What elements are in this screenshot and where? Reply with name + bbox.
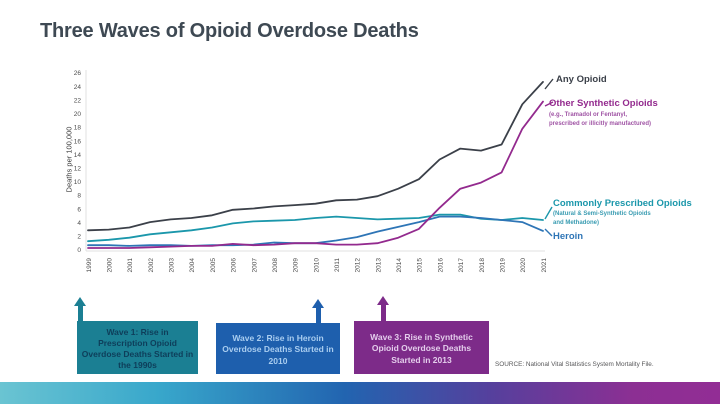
- legend-commonly-prescribed-opioids-subtitle: (Natural & Semi-Synthetic Opioids and Me…: [553, 210, 651, 227]
- svg-text:2012: 2012: [355, 258, 362, 273]
- subtitle-line: (e.g., Tramadol or Fentanyl,: [549, 112, 628, 118]
- svg-text:2000: 2000: [107, 258, 114, 273]
- svg-text:0: 0: [77, 247, 81, 254]
- wave-1-box: Wave 1: Rise in Prescription Opioid Over…: [77, 321, 198, 374]
- footer-gradient-bar: [0, 382, 720, 404]
- svg-text:2021: 2021: [541, 258, 548, 273]
- svg-text:20: 20: [74, 111, 82, 118]
- legend-any-opioid-label: Any Opioid: [556, 74, 607, 85]
- svg-text:2019: 2019: [499, 258, 506, 273]
- wave-1-text: Wave 1: Rise in Prescription Opioid Over…: [81, 326, 194, 371]
- svg-text:16: 16: [74, 138, 82, 145]
- wave-1-up-arrow-stem: [78, 306, 83, 322]
- wave-1-up-arrow-icon: [74, 297, 86, 306]
- svg-text:2015: 2015: [417, 258, 424, 273]
- legend-commonly-prescribed-opioids-label: Commonly Prescribed Opioids: [553, 198, 692, 209]
- svg-text:2: 2: [77, 234, 81, 241]
- wave-2-up-arrow-icon: [312, 299, 324, 308]
- svg-text:2007: 2007: [251, 258, 258, 273]
- svg-text:2013: 2013: [375, 258, 382, 273]
- svg-text:2003: 2003: [169, 258, 176, 273]
- svg-text:2006: 2006: [231, 258, 238, 273]
- svg-text:2010: 2010: [313, 258, 320, 273]
- page-title: Three Waves of Opioid Overdose Deaths: [40, 20, 419, 42]
- svg-text:10: 10: [74, 179, 82, 186]
- svg-text:1999: 1999: [86, 258, 93, 273]
- wave-2-up-arrow-stem: [316, 308, 321, 324]
- svg-text:2014: 2014: [396, 258, 403, 273]
- svg-text:22: 22: [74, 97, 82, 104]
- svg-text:2001: 2001: [127, 258, 134, 273]
- svg-text:2004: 2004: [189, 258, 196, 273]
- subtitle-line: prescribed or illicitly manufactured): [549, 120, 652, 127]
- legend-other-synthetic-opioids-label: Other Synthetic Opioids: [549, 98, 658, 109]
- legend-other-synthetic-opioids-subtitle: (e.g., Tramadol or Fentanyl, prescribed …: [549, 111, 651, 128]
- svg-text:6: 6: [77, 206, 81, 213]
- svg-text:2005: 2005: [210, 258, 217, 273]
- svg-text:2009: 2009: [293, 258, 300, 273]
- svg-text:26: 26: [74, 70, 82, 77]
- svg-text:2016: 2016: [437, 258, 444, 273]
- source-note: SOURCE: National Vital Statistics System…: [495, 361, 654, 368]
- svg-text:2018: 2018: [479, 258, 486, 273]
- svg-text:2020: 2020: [520, 258, 527, 273]
- svg-text:24: 24: [74, 84, 82, 91]
- svg-text:4: 4: [77, 220, 81, 227]
- svg-text:2002: 2002: [148, 258, 155, 273]
- svg-text:12: 12: [74, 166, 82, 173]
- svg-text:14: 14: [74, 152, 82, 159]
- svg-text:2011: 2011: [334, 258, 341, 272]
- wave-2-box: Wave 2: Rise in Heroin Overdose Deaths S…: [216, 323, 340, 374]
- svg-text:2008: 2008: [272, 258, 279, 273]
- svg-text:2017: 2017: [458, 258, 465, 273]
- wave-3-text: Wave 3: Rise in Synthetic Opioid Overdos…: [370, 332, 473, 365]
- subtitle-line: (Natural & Semi-Synthetic Opioids: [553, 211, 651, 217]
- wave-2-text: Wave 2: Rise in Heroin Overdose Deaths S…: [222, 333, 334, 366]
- wave-3-up-arrow-stem: [381, 305, 386, 322]
- svg-text:8: 8: [77, 193, 81, 200]
- legend-heroin-label: Heroin: [553, 231, 584, 242]
- wave-3-box: Wave 3: Rise in Synthetic Opioid Overdos…: [354, 321, 489, 374]
- svg-text:18: 18: [74, 125, 82, 132]
- subtitle-line: and Methadone): [553, 219, 599, 226]
- wave-3-up-arrow-icon: [377, 296, 389, 305]
